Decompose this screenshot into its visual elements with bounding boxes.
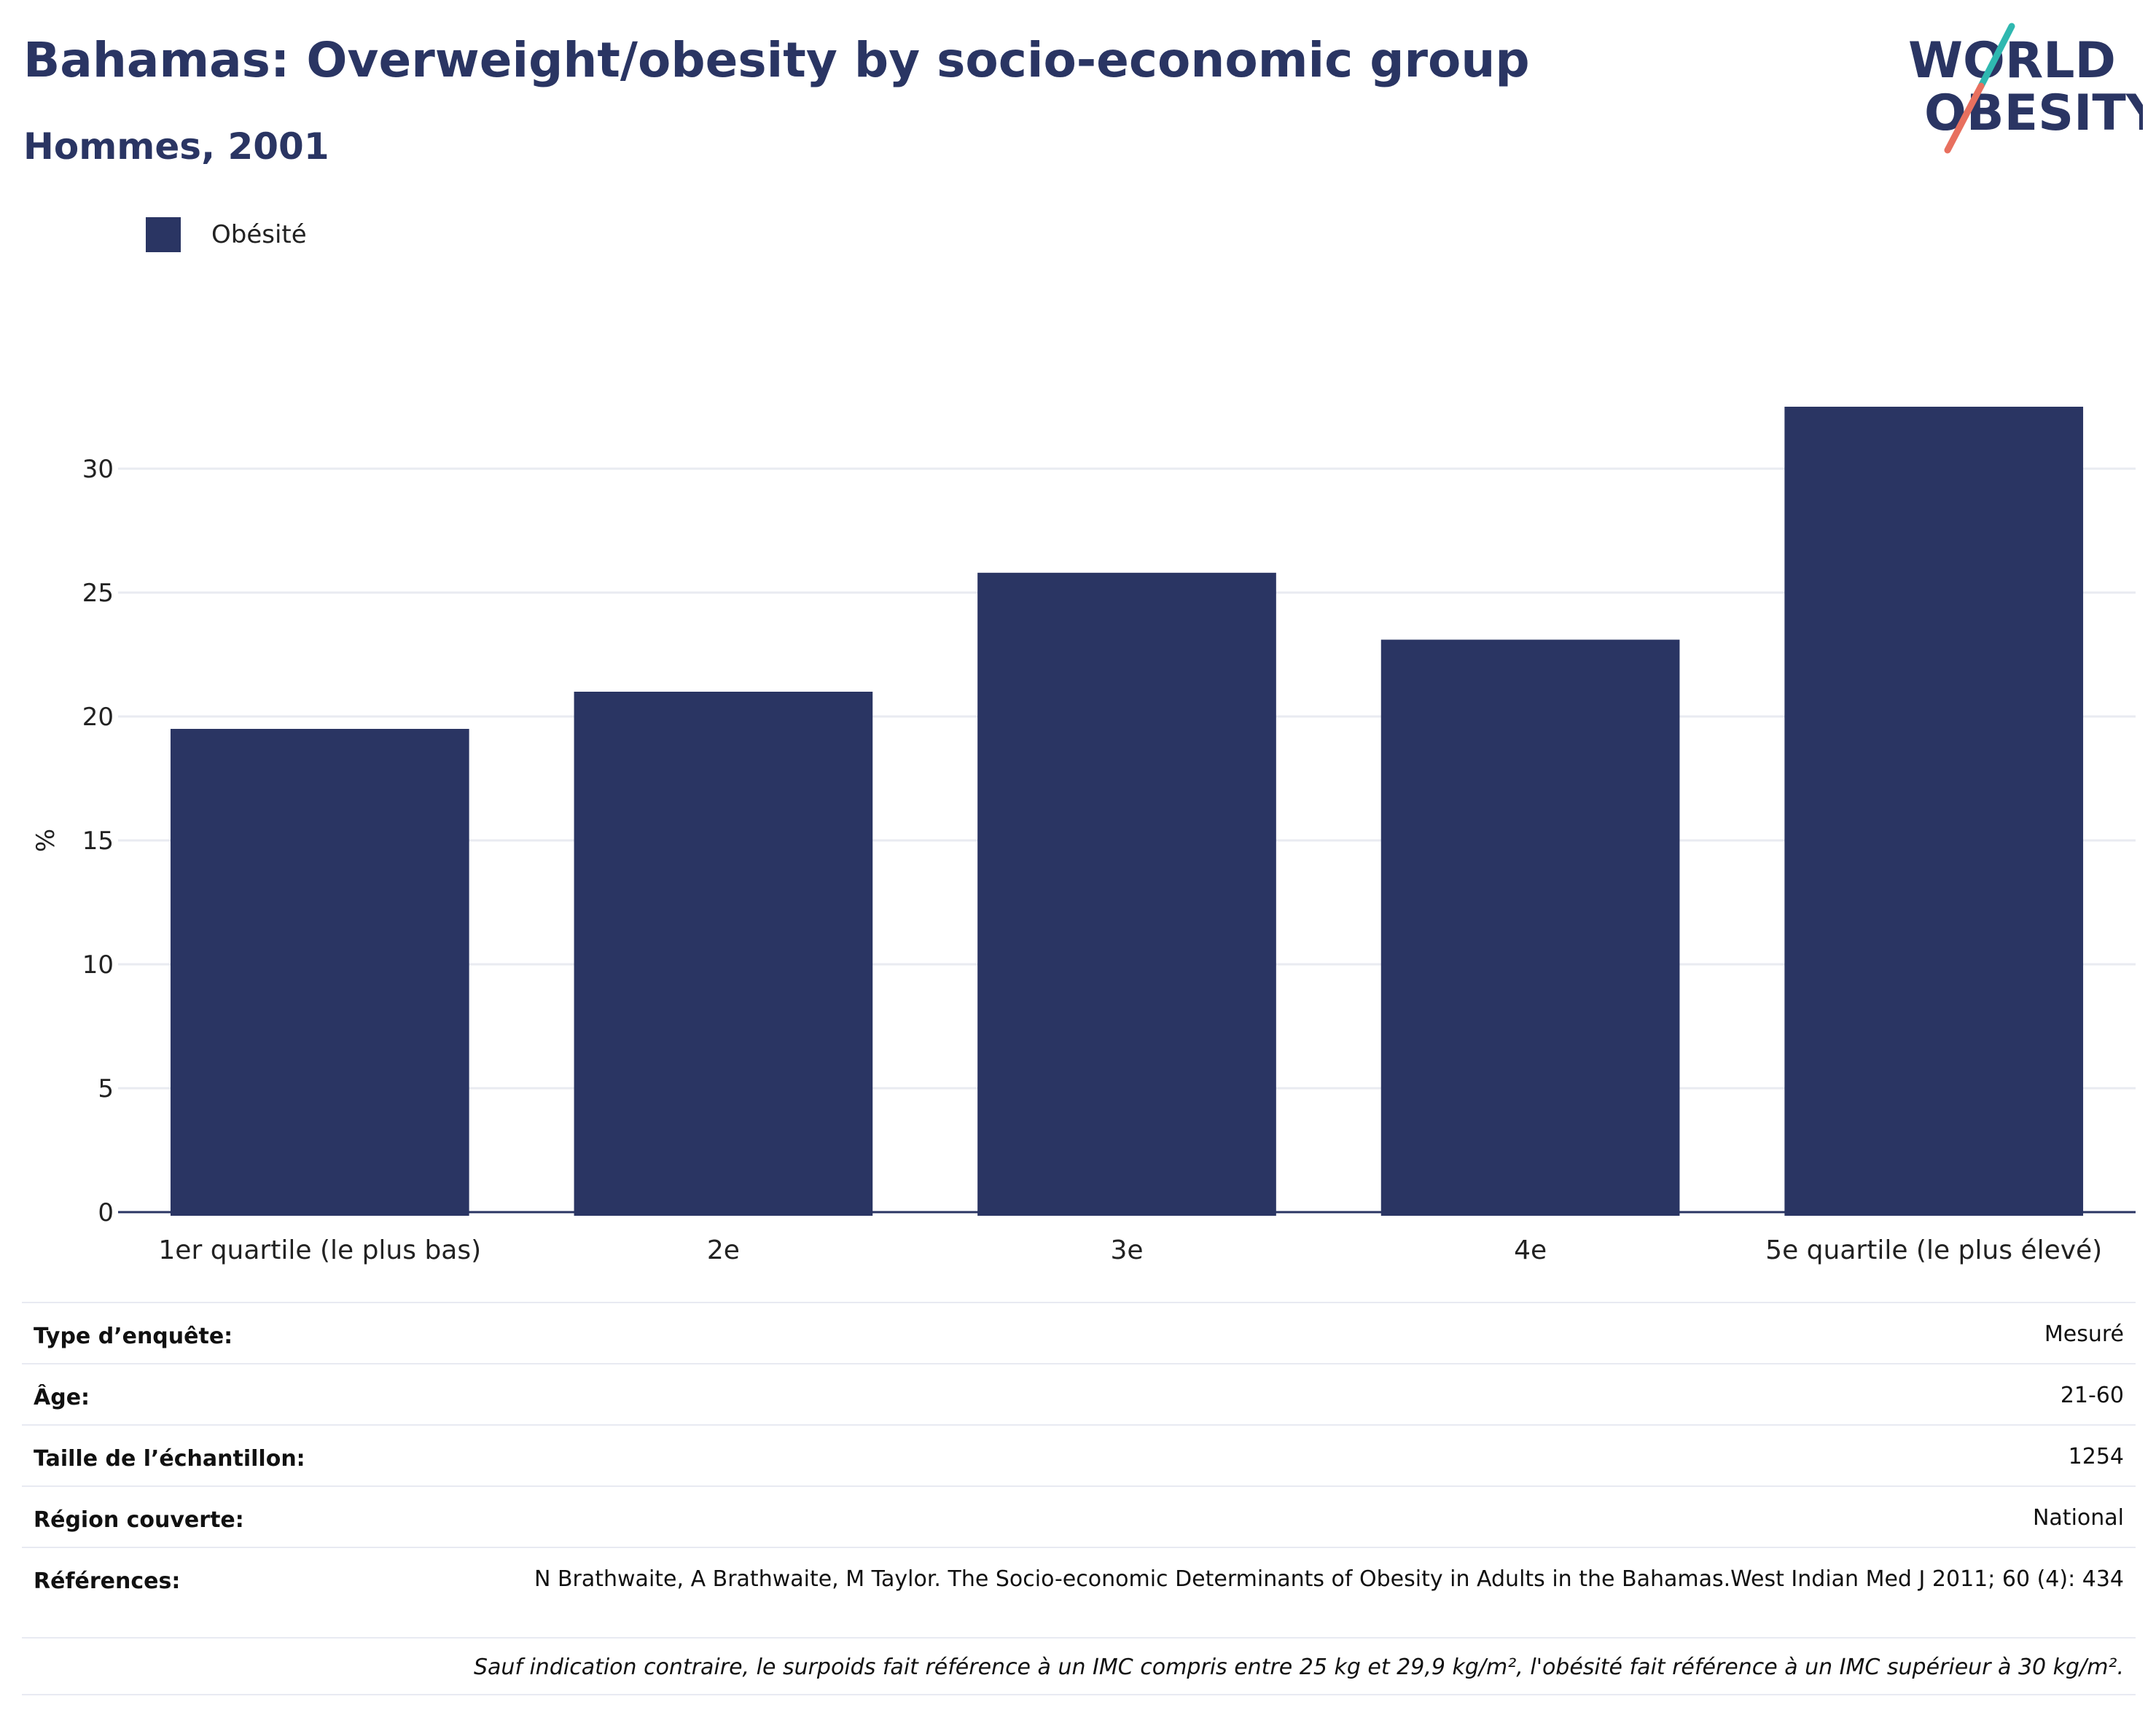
y-tick-label: 0 bbox=[98, 1198, 114, 1227]
meta-value: N Brathwaite, A Brathwaite, M Taylor. Th… bbox=[534, 1566, 2124, 1592]
bar-chart: 0 5 10 15 20 25 30% 1er quartile (le plus bas) 2… bbox=[31, 407, 2136, 1265]
meta-key: Références: bbox=[34, 1569, 181, 1594]
x-tick-label: 1er quartile (le plus bas) bbox=[158, 1235, 481, 1265]
y-axis-label: % bbox=[31, 829, 60, 852]
meta-row-region: Région couverte: National bbox=[22, 1485, 2136, 1547]
y-tick-label: 20 bbox=[82, 703, 114, 732]
bar bbox=[1380, 639, 1680, 1216]
meta-row-sample-size: Taille de l’échantillon: 1254 bbox=[22, 1424, 2136, 1485]
meta-row-survey-type: Type d’enquête: Mesuré bbox=[22, 1302, 2136, 1363]
logo-line2: OBESITY bbox=[1924, 85, 2143, 142]
meta-value: 1254 bbox=[2068, 1444, 2124, 1469]
legend: Obésité bbox=[146, 217, 307, 252]
meta-row-age: Âge: 21-60 bbox=[22, 1363, 2136, 1424]
bar bbox=[977, 572, 1276, 1216]
meta-value: National bbox=[2032, 1505, 2124, 1531]
definition-note: Sauf indication contraire, le surpoids f… bbox=[22, 1637, 2136, 1695]
x-tick-label: 3e bbox=[1110, 1235, 1143, 1265]
y-tick-label: 5 bbox=[98, 1074, 114, 1104]
logo-line1: WORLD bbox=[1908, 32, 2116, 90]
meta-key: Région couverte: bbox=[34, 1507, 244, 1533]
survey-info-table: Type d’enquête: Mesuré Âge: 21-60 Taille… bbox=[22, 1302, 2136, 1695]
y-tick-label: 30 bbox=[82, 455, 114, 484]
y-tick-label: 15 bbox=[82, 827, 114, 856]
legend-label: Obésité bbox=[211, 220, 307, 249]
x-tick-label: 5e quartile (le plus élevé) bbox=[1765, 1235, 2102, 1265]
chart-subtitle: Hommes, 2001 bbox=[23, 125, 329, 168]
meta-value: 21-60 bbox=[2060, 1383, 2124, 1408]
legend-swatch bbox=[146, 217, 181, 252]
meta-row-references: Références: N Brathwaite, A Brathwaite, … bbox=[22, 1547, 2136, 1637]
meta-key: Type d’enquête: bbox=[34, 1324, 233, 1349]
bar bbox=[574, 692, 873, 1216]
meta-key: Âge: bbox=[34, 1385, 90, 1410]
bar bbox=[1784, 407, 2084, 1216]
x-tick-label: 4e bbox=[1514, 1235, 1547, 1265]
chart-title: Bahamas: Overweight/obesity by socio-eco… bbox=[23, 32, 1530, 88]
y-tick-label: 10 bbox=[82, 950, 114, 980]
world-obesity-logo: WORLD OBESITY bbox=[1908, 23, 2143, 154]
meta-value: Mesuré bbox=[2044, 1321, 2124, 1347]
x-tick-label: 2e bbox=[707, 1235, 740, 1265]
meta-key: Taille de l’échantillon: bbox=[34, 1446, 305, 1472]
bar bbox=[170, 729, 469, 1216]
y-tick-label: 25 bbox=[82, 579, 114, 608]
